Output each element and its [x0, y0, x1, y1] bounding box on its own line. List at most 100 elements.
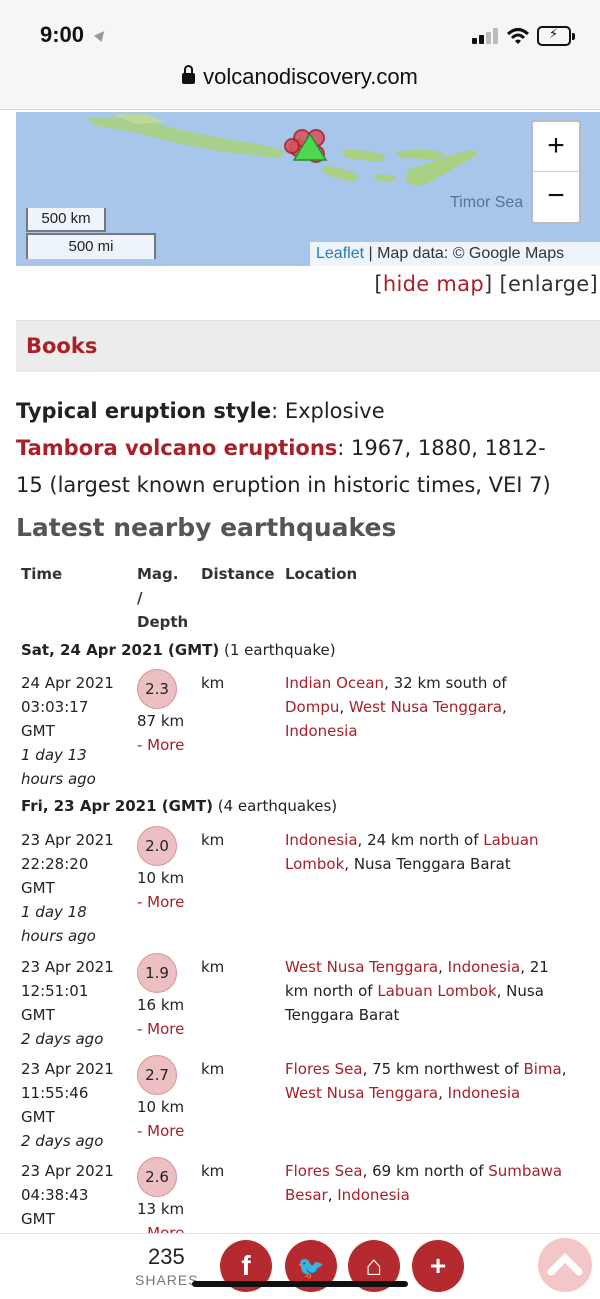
location-link[interactable]: Indonesia: [337, 1186, 410, 1204]
map-attribution: Leaflet | Map data: © Google Maps: [310, 242, 600, 266]
location-link[interactable]: Indian Ocean: [285, 674, 385, 692]
enlarge-map-link[interactable]: ] [enlarge]: [483, 272, 598, 296]
quake-ago: 1 day 18: [21, 903, 87, 921]
map-zoom-control: + −: [531, 120, 581, 224]
location-link[interactable]: Labuan Lombok: [377, 982, 497, 1000]
map-sea-label: Timor Sea: [450, 194, 524, 211]
zoom-in-button[interactable]: +: [533, 122, 579, 172]
col-header-mag-line3: Depth: [137, 613, 189, 631]
location-text: ,: [327, 1186, 338, 1204]
browser-top-bar: 9:00 ⚡ volcanodiscovery.com: [0, 0, 600, 110]
url-text: volcanodiscovery.com: [203, 64, 418, 89]
more-link-text: - More: [137, 1020, 185, 1038]
quake-clock: 12:51:01: [21, 982, 89, 1000]
quake-time: 24 Apr 2021 03:03:17 GMT 1 day 13 hours ago: [21, 671, 133, 791]
magnitude-badge: 2.6: [137, 1157, 177, 1197]
quake-depth: 87 km: [137, 712, 185, 730]
location-text: km north of: [285, 982, 378, 1000]
quake-location: Flores Sea, 69 km north of Sumbawa Besar,…: [285, 1159, 593, 1207]
quake-location: West Nusa Tenggara, Indonesia, 21 km nort…: [285, 955, 593, 1027]
section-title: Latest nearby earthquakes: [16, 513, 397, 542]
books-label: Books: [26, 334, 98, 358]
location-link[interactable]: Bima: [523, 1060, 562, 1078]
location-link[interactable]: Indonesia: [285, 831, 358, 849]
scroll-to-top-button[interactable]: [538, 1238, 592, 1292]
location-link[interactable]: Dompu: [285, 698, 340, 716]
location-link[interactable]: Sumbawa: [488, 1162, 563, 1180]
location-arrow-icon: [93, 27, 109, 43]
leaflet-link[interactable]: Leaflet: [316, 245, 365, 262]
location-link[interactable]: Indonesia: [285, 722, 358, 740]
location-text: , 21: [520, 958, 549, 976]
quake-tz: GMT: [21, 879, 55, 897]
col-header-distance: Distance: [201, 565, 275, 583]
quake-date: 24 Apr 2021: [21, 674, 114, 692]
more-link-text: - More: [137, 1122, 185, 1140]
location-link[interactable]: West Nusa Tenggara: [285, 1084, 439, 1102]
more-link-text: - More: [137, 736, 185, 754]
location-text: Tenggara Barat: [285, 1006, 400, 1024]
bookmark-icon: ⌂: [365, 1250, 383, 1281]
quake-clock: 03:03:17: [21, 698, 89, 716]
location-link[interactable]: Lombok: [285, 855, 345, 873]
quake-date: 23 Apr 2021: [21, 1060, 114, 1078]
quake-time: 23 Apr 2021 12:51:01 GMT 2 days ago: [21, 955, 133, 1051]
attribution-text: | Map data: © Google Maps: [364, 245, 565, 262]
quake-distance: km: [201, 1162, 225, 1180]
more-link[interactable]: - More: [137, 1119, 184, 1143]
quake-depth: 10 km: [137, 1098, 185, 1116]
address-bar[interactable]: volcanodiscovery.com: [0, 64, 600, 90]
location-text: ,: [502, 698, 507, 716]
magnitude-badge: 2.0: [137, 826, 177, 866]
eruptions-note: 15 (largest known eruption in historic t…: [16, 473, 551, 497]
more-link[interactable]: - More: [137, 733, 184, 757]
magnitude-badge: 2.3: [137, 669, 177, 709]
wifi-icon: [506, 28, 530, 44]
map-land-shapes: [86, 114, 478, 186]
eruptions-link[interactable]: Tambora volcano eruptions: [16, 436, 338, 460]
day-date: Sat, 24 Apr 2021 (GMT): [21, 641, 220, 659]
day-count: (4 earthquakes): [212, 797, 338, 815]
cellular-signal-icon: [472, 28, 500, 44]
location-link[interactable]: West Nusa Tenggara: [348, 698, 503, 716]
location-text: , Nusa: [496, 982, 544, 1000]
more-link[interactable]: - More: [137, 890, 184, 914]
location-text: ,: [339, 698, 349, 716]
col-header-location: Location: [285, 565, 358, 583]
hide-map-link[interactable]: hide map: [382, 272, 484, 296]
status-time: 9:00: [40, 22, 85, 47]
quake-clock: 11:55:46: [21, 1084, 89, 1102]
quake-date: 23 Apr 2021: [21, 1162, 114, 1180]
eruptions-years: : 1967, 1880, 1812-: [337, 436, 546, 460]
location-link[interactable]: Flores Sea: [285, 1162, 363, 1180]
location-link[interactable]: Indonesia: [447, 1084, 521, 1102]
quake-location: Indian Ocean, 32 km south of Dompu, West …: [285, 671, 593, 743]
location-link[interactable]: Labuan: [483, 831, 539, 849]
location-link[interactable]: Indonesia: [447, 958, 521, 976]
quake-ago: 2 days ago: [21, 1132, 104, 1150]
quake-tz: GMT: [21, 1006, 55, 1024]
quake-depth: 10 km: [137, 869, 185, 887]
books-section-header[interactable]: Books: [16, 320, 600, 372]
quake-tz: GMT: [21, 1108, 55, 1126]
location-link[interactable]: West Nusa Tenggara: [285, 958, 439, 976]
home-indicator: [192, 1281, 408, 1287]
quake-time: 23 Apr 2021 11:55:46 GMT 2 days ago: [21, 1057, 133, 1153]
location-text: , 69 km north of: [362, 1162, 489, 1180]
day-header: Sat, 24 Apr 2021 (GMT) (1 earthquake): [21, 641, 336, 659]
quake-location: Flores Sea, 75 km northwest of Bima, West…: [285, 1057, 593, 1105]
quake-distance: km: [201, 831, 225, 849]
col-header-mag-line1: Mag.: [137, 565, 179, 583]
more-share-button[interactable]: +: [412, 1240, 464, 1292]
more-link[interactable]: - More: [137, 1017, 184, 1041]
location-text: ,: [561, 1060, 567, 1078]
map-scale-mi: 500 mi: [26, 233, 156, 259]
location-text: , 32 km south of: [384, 674, 507, 692]
facebook-icon: f: [241, 1250, 251, 1281]
quake-ago: 2 days ago: [21, 1030, 104, 1048]
lock-icon: [182, 65, 196, 84]
location-link[interactable]: Besar: [285, 1186, 328, 1204]
zoom-out-button[interactable]: −: [547, 179, 565, 212]
location-link[interactable]: Flores Sea: [285, 1060, 363, 1078]
battery-icon: ⚡: [537, 26, 575, 46]
